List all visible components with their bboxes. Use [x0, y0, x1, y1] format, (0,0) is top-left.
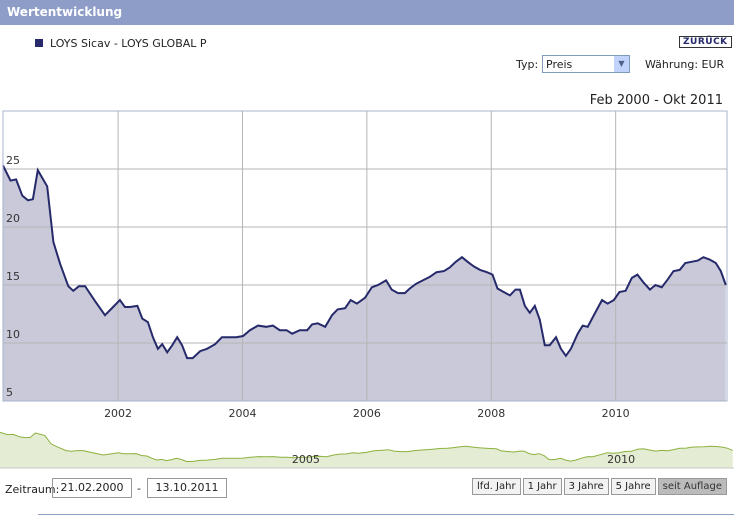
header: Wertentwicklung — [0, 0, 734, 25]
period-label: Zeitraum: — [5, 483, 60, 496]
type-value: Preis — [546, 58, 573, 71]
x-tick-label: 2004 — [228, 407, 256, 420]
x-tick-label: 2008 — [477, 407, 505, 420]
chart-subtitle: Feb 2000 - Okt 2011 — [589, 93, 723, 108]
y-tick-label: 10 — [6, 328, 20, 341]
range-button[interactable]: 3 Jahre — [563, 478, 609, 495]
x-tick-label: 2010 — [602, 407, 630, 420]
range-buttons: lfd. Jahr 1 Jahr 3 Jahre 5 Jahre seit Auflag… — [472, 478, 727, 495]
range-button[interactable]: seit Auflage — [657, 478, 727, 495]
area-fill — [3, 165, 726, 401]
legend-label: LOYS Sicav - LOYS GLOBAL P — [50, 37, 207, 50]
navigator-area — [0, 432, 733, 468]
back-button[interactable]: ZURÜCK — [679, 36, 732, 48]
x-tick-label: 2006 — [353, 407, 381, 420]
select-arrow: ▼ — [614, 56, 629, 72]
y-tick-label: 15 — [6, 270, 20, 283]
y-tick-label: 25 — [6, 154, 20, 167]
range-button[interactable]: 5 Jahre — [610, 478, 656, 495]
date-separator: - — [137, 482, 141, 495]
navigator-tick-label: 2005 — [292, 453, 320, 466]
navigator-tick-label: 2010 — [607, 453, 635, 466]
plot-border — [2, 110, 728, 402]
x-tick-label: 2002 — [104, 407, 132, 420]
footer-line — [38, 514, 734, 515]
type-select[interactable]: Preis ▼ — [542, 55, 630, 73]
range-button[interactable]: lfd. Jahr — [472, 478, 521, 495]
type-label: Typ: — [516, 58, 539, 71]
line — [2, 165, 727, 360]
date-from[interactable]: 21.02.2000 — [52, 478, 132, 498]
navigator-line — [0, 431, 733, 462]
range-button[interactable]: 1 Jahr — [522, 478, 562, 495]
y-tick-label: 20 — [6, 212, 20, 225]
y-tick-label: 5 — [6, 386, 13, 399]
legend-marker — [35, 39, 43, 47]
currency: Währung: EUR — [645, 58, 725, 71]
date-to[interactable]: 13.10.2011 — [147, 478, 227, 498]
